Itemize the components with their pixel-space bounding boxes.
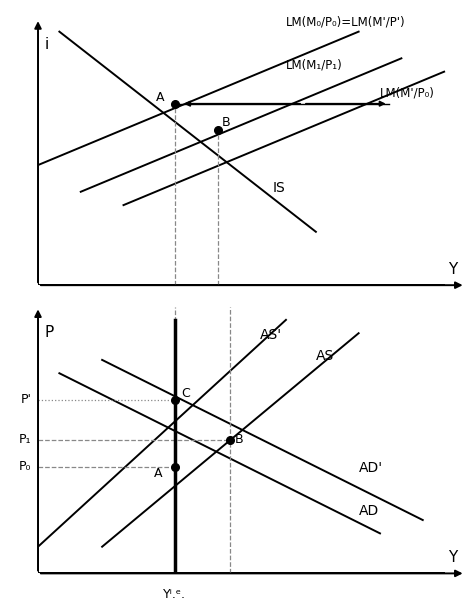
Text: A: A	[156, 91, 164, 104]
Text: Yⁱ.ᵉ.: Yⁱ.ᵉ.	[163, 588, 186, 601]
Text: AD: AD	[359, 504, 379, 518]
Text: AS: AS	[316, 349, 334, 363]
Text: P₁: P₁	[19, 434, 31, 447]
Text: LM(M'/P₀): LM(M'/P₀)	[380, 87, 435, 99]
Text: B: B	[235, 432, 243, 446]
Text: Y: Y	[448, 262, 457, 277]
Text: Y: Y	[448, 550, 457, 565]
Text: LM(M₀/P₀)=LM(M'/P'): LM(M₀/P₀)=LM(M'/P')	[286, 16, 406, 29]
Text: AS': AS'	[260, 328, 283, 342]
Text: B: B	[222, 117, 230, 129]
Text: AD': AD'	[359, 461, 383, 475]
Text: A: A	[153, 467, 162, 480]
Text: i: i	[45, 37, 48, 52]
Text: P₀: P₀	[19, 460, 31, 473]
Text: P: P	[45, 325, 54, 340]
Text: LM(M₁/P₁): LM(M₁/P₁)	[286, 59, 342, 72]
Text: IS: IS	[273, 181, 286, 195]
Text: P': P'	[20, 393, 31, 406]
Text: C: C	[181, 387, 190, 400]
